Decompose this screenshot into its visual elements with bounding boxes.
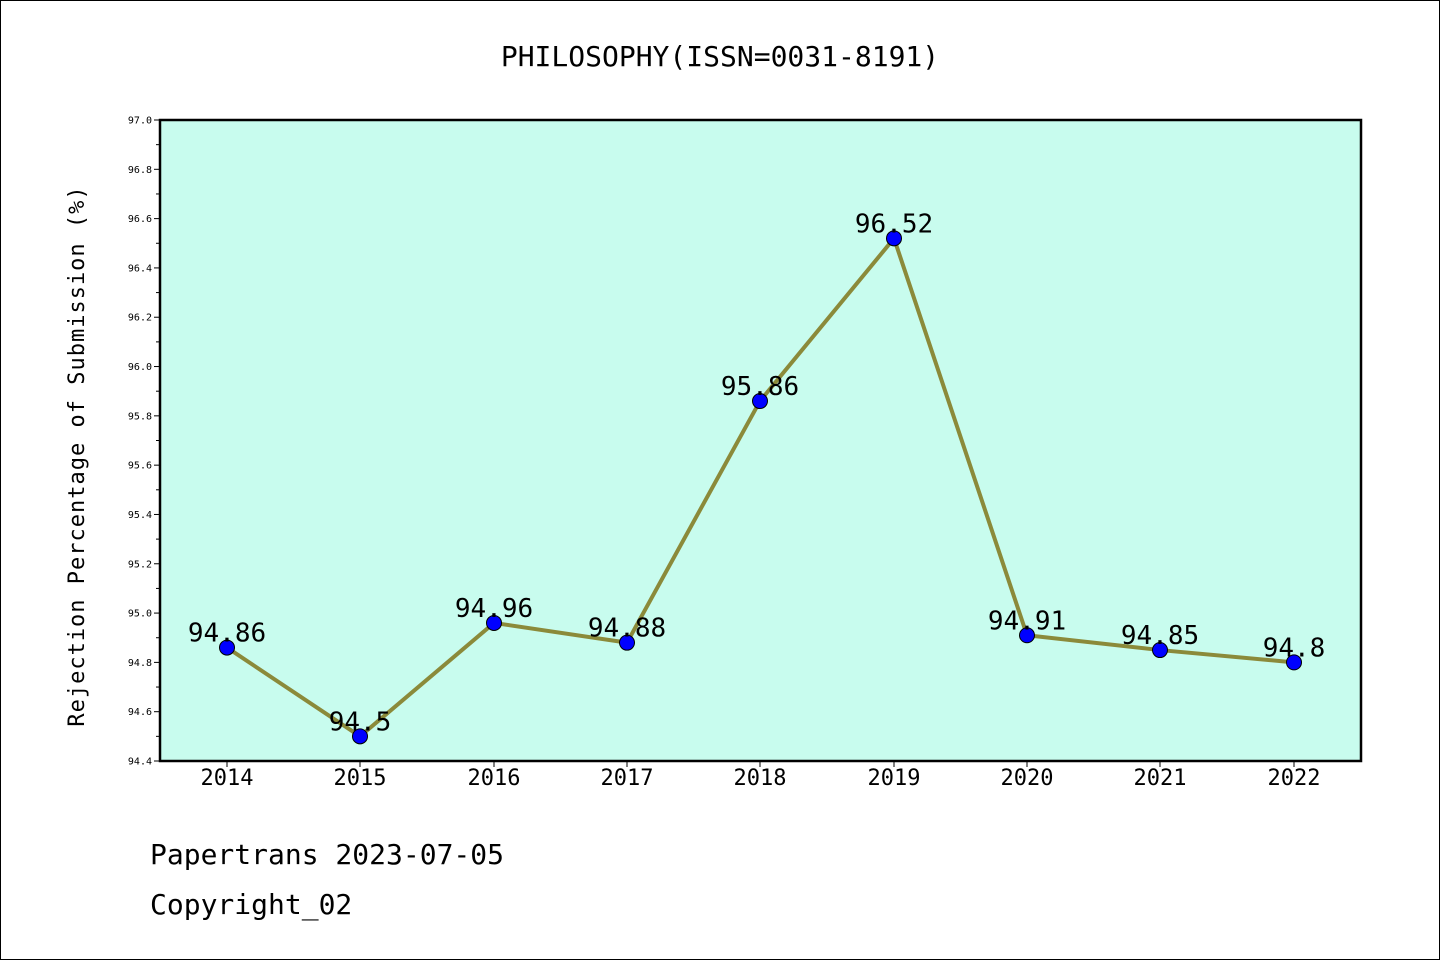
- y-axis-label: Rejection Percentage of Submission (%): [65, 185, 90, 726]
- data-point: [1286, 654, 1302, 671]
- y-tick-label: 96.8: [128, 165, 152, 176]
- y-tick-label: 96.4: [128, 263, 152, 274]
- x-tick-label: 2018: [734, 766, 787, 791]
- x-axis: 2014 2015 2016 2017 2018 2019 2020 2021 2022: [201, 761, 1321, 791]
- data-labels: 94.86 94.5 94.96 94.88 95.86 96.52 94.91 94.85 9…: [188, 209, 1325, 737]
- data-point: [352, 728, 368, 745]
- data-label: 94.85: [1121, 621, 1199, 651]
- y-axis: 94.4 94.6 94.8 95.0 95.2 95.4 95.6 95.8 96.0 96.2…: [128, 116, 160, 768]
- y-tick-label: 95.8: [128, 411, 152, 422]
- x-tick-label: 2014: [201, 766, 254, 791]
- x-tick-label: 2015: [334, 766, 387, 791]
- y-tick-label: 95.4: [128, 510, 152, 521]
- data-point: [752, 393, 768, 410]
- series-markers: [219, 230, 1302, 745]
- x-tick-label: 2021: [1134, 766, 1187, 791]
- data-point: [619, 634, 635, 651]
- y-tick-label: 97.0: [128, 116, 152, 127]
- y-tick-label: 95.6: [128, 461, 152, 472]
- y-tick-label: 94.6: [128, 707, 152, 718]
- chart-title: PHILOSOPHY(ISSN=0031-8191): [501, 40, 939, 73]
- y-tick-label: 96.6: [128, 214, 152, 225]
- y-tick-label: 95.0: [128, 609, 152, 620]
- data-point: [886, 230, 902, 247]
- data-label: 94.88: [588, 614, 666, 644]
- footer-copyright: Copyright_02: [150, 888, 352, 922]
- data-point: [219, 639, 235, 656]
- y-tick-label: 94.8: [128, 658, 152, 669]
- y-tick-label: 96.2: [128, 313, 152, 324]
- y-tick-label: 95.2: [128, 559, 152, 570]
- data-label: 94.8: [1263, 633, 1326, 663]
- y-tick-label: 94.4: [128, 757, 152, 768]
- x-tick-label: 2019: [868, 766, 921, 791]
- data-label: 94.5: [329, 707, 392, 737]
- x-tick-label: 2016: [468, 766, 521, 791]
- data-point: [486, 614, 502, 631]
- x-tick-label: 2022: [1268, 766, 1321, 791]
- data-label: 94.96: [455, 594, 533, 624]
- x-tick-label: 2020: [1001, 766, 1054, 791]
- footer-date: Papertrans 2023-07-05: [150, 838, 504, 871]
- x-tick-label: 2017: [601, 766, 654, 791]
- plot-area: [158, 118, 1363, 763]
- data-label: 94.91: [988, 606, 1066, 636]
- data-label: 96.52: [855, 209, 933, 239]
- data-label: 95.86: [721, 372, 799, 402]
- data-point: [1152, 642, 1168, 659]
- data-point: [1019, 627, 1035, 644]
- y-tick-label: 96.0: [128, 362, 152, 373]
- data-label: 94.86: [188, 619, 266, 649]
